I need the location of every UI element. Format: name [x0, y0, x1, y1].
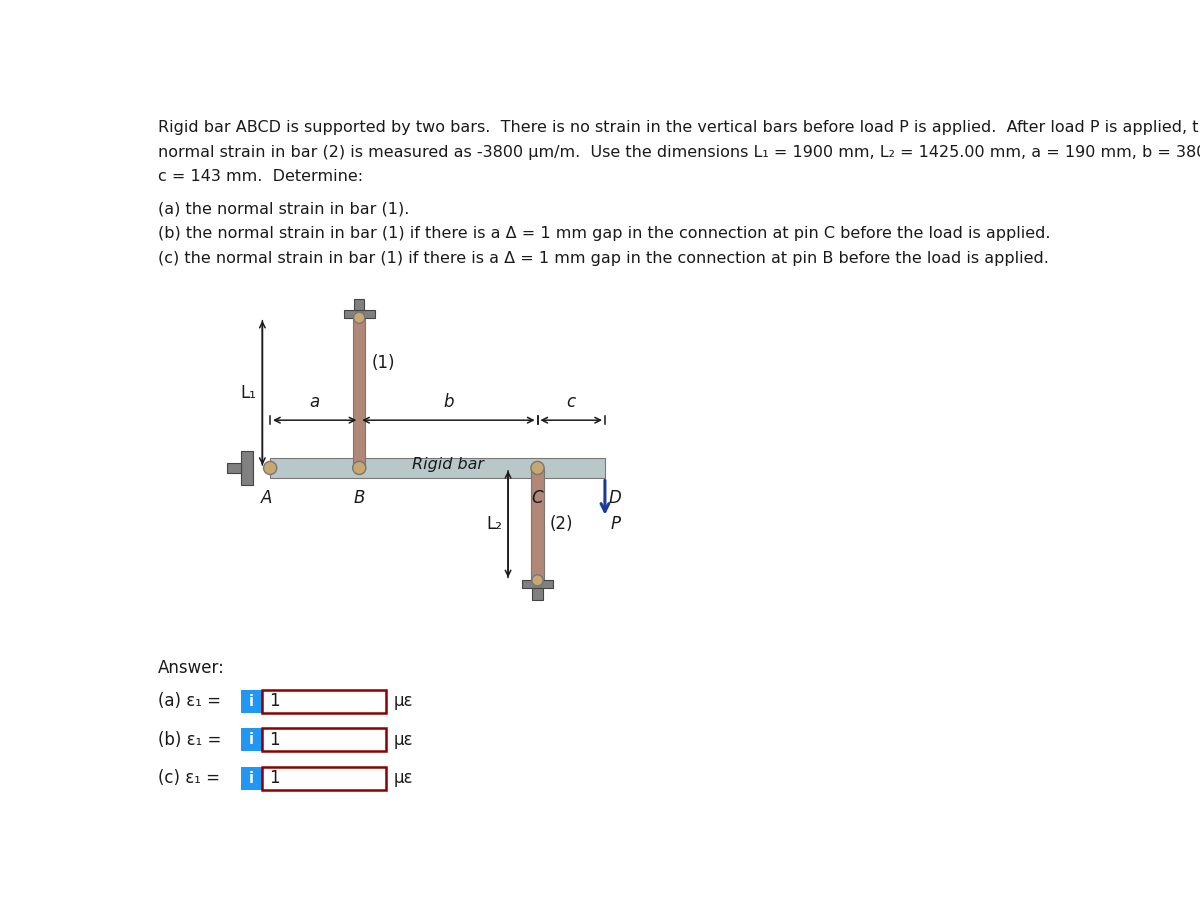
- Text: Rigid bar: Rigid bar: [413, 457, 485, 472]
- Text: c = 143 mm.  Determine:: c = 143 mm. Determine:: [157, 169, 362, 184]
- Circle shape: [354, 313, 365, 324]
- Bar: [262, 728, 385, 751]
- Text: (c) ε₁ =: (c) ε₁ =: [157, 769, 220, 787]
- Text: i: i: [250, 693, 254, 709]
- Bar: [262, 690, 385, 713]
- Text: 1: 1: [269, 692, 280, 710]
- Text: (b) the normal strain in bar (1) if there is a Δ = 1 mm gap in the connection at: (b) the normal strain in bar (1) if ther…: [157, 226, 1050, 242]
- Text: (c) the normal strain in bar (1) if there is a Δ = 1 mm gap in the connection at: (c) the normal strain in bar (1) if ther…: [157, 251, 1049, 266]
- Text: 1: 1: [269, 731, 280, 749]
- Text: i: i: [250, 732, 254, 747]
- Bar: [522, 580, 553, 588]
- Bar: [270, 458, 605, 478]
- Text: A: A: [260, 490, 272, 507]
- Bar: [533, 588, 542, 599]
- Text: με: με: [394, 692, 413, 710]
- Bar: [353, 318, 366, 468]
- Text: L₁: L₁: [240, 384, 257, 402]
- Text: Answer:: Answer:: [157, 659, 224, 677]
- Text: Rigid bar ABCD is supported by two bars.  There is no strain in the vertical bar: Rigid bar ABCD is supported by two bars.…: [157, 120, 1200, 135]
- Text: c: c: [566, 393, 576, 411]
- Text: b: b: [443, 393, 454, 411]
- Text: με: με: [394, 731, 413, 749]
- Bar: [241, 767, 262, 790]
- Text: (a) the normal strain in bar (1).: (a) the normal strain in bar (1).: [157, 202, 409, 217]
- Bar: [343, 310, 374, 318]
- Text: (2): (2): [550, 515, 574, 533]
- Bar: [241, 690, 262, 713]
- Text: a: a: [310, 393, 320, 411]
- Circle shape: [353, 461, 366, 475]
- Text: με: με: [394, 769, 413, 787]
- Text: C: C: [532, 490, 544, 507]
- Text: i: i: [250, 771, 254, 786]
- Text: (a) ε₁ =: (a) ε₁ =: [157, 692, 221, 710]
- Circle shape: [264, 461, 277, 475]
- Text: B: B: [354, 490, 365, 507]
- Bar: [354, 299, 365, 310]
- Bar: [241, 451, 253, 485]
- Text: 1: 1: [269, 769, 280, 787]
- Text: D: D: [608, 490, 622, 507]
- Text: (b) ε₁ =: (b) ε₁ =: [157, 731, 221, 749]
- Bar: [227, 463, 241, 473]
- Circle shape: [530, 461, 544, 475]
- Circle shape: [532, 574, 544, 585]
- Text: L₂: L₂: [486, 515, 502, 533]
- Bar: [532, 468, 544, 580]
- Text: normal strain in bar (2) is measured as -3800 μm/m.  Use the dimensions L₁ = 190: normal strain in bar (2) is measured as …: [157, 145, 1200, 160]
- Text: P: P: [611, 515, 620, 533]
- Bar: [241, 728, 262, 751]
- Text: (1): (1): [372, 354, 395, 372]
- Bar: [262, 767, 385, 790]
